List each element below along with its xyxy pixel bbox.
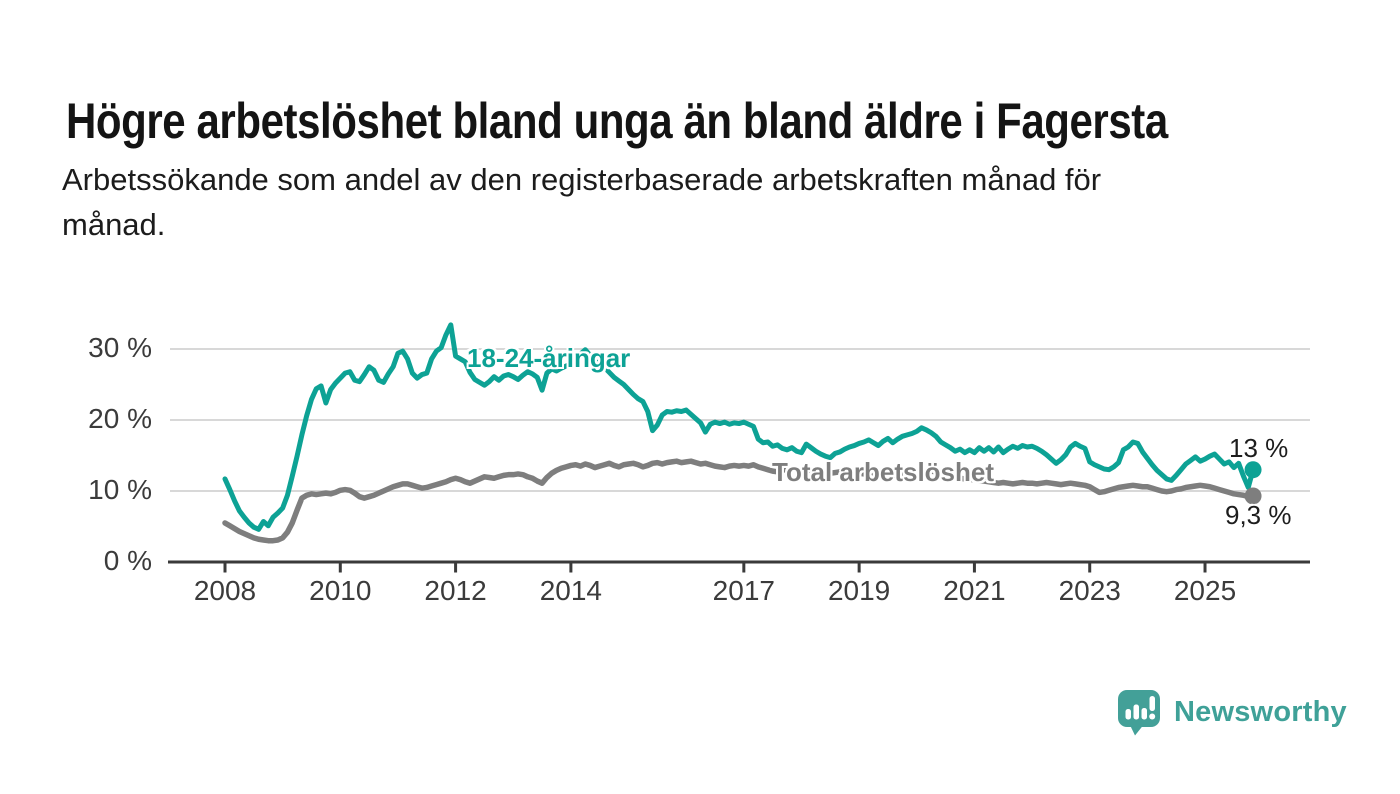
- x-tick-label: 2025: [1173, 575, 1237, 606]
- x-tick-label: 2010: [309, 575, 372, 606]
- x-tick-label: 2012: [424, 575, 487, 606]
- newsworthy-logo: Newsworthy: [1117, 689, 1347, 736]
- x-tick-label: 2023: [1058, 575, 1121, 606]
- end-value-label-youth: 13 %: [1229, 433, 1289, 463]
- page-title: Högre arbetslöshet bland unga än bland ä…: [66, 92, 1168, 149]
- y-tick-label: 10 %: [88, 474, 152, 505]
- x-tick-label: 2017: [712, 575, 775, 606]
- newsworthy-logo-text: Newsworthy: [1174, 696, 1347, 728]
- x-tick-label: 2021: [943, 575, 1006, 606]
- series-label-youth: 18-24-åringar: [467, 343, 631, 373]
- x-tick-label: 2008: [193, 575, 257, 606]
- end-value-label-total: 9,3 %: [1225, 500, 1292, 530]
- chart-subtitle-line2: månad.: [62, 207, 166, 242]
- series-label-total: Total arbetslöshet: [772, 457, 995, 487]
- series-line-total: [222, 458, 1256, 544]
- y-tick-label: 0 %: [103, 545, 152, 576]
- series-line-youth: [222, 322, 1256, 532]
- x-tick-label: 2019: [827, 575, 891, 606]
- x-tick-label: 2014: [539, 575, 603, 606]
- y-tick-label: 20 %: [88, 403, 152, 434]
- y-tick-label: 30 %: [88, 332, 152, 363]
- chart-subtitle-line1: Arbetssökande som andel av den registerb…: [62, 162, 1102, 197]
- chart-subtitle: Arbetssökande som andel av den registerb…: [62, 157, 1101, 247]
- newsworthy-logo-icon: [1118, 690, 1160, 736]
- series-end-dot-youth: [1244, 461, 1262, 479]
- series-end-dot-total: [1244, 487, 1262, 505]
